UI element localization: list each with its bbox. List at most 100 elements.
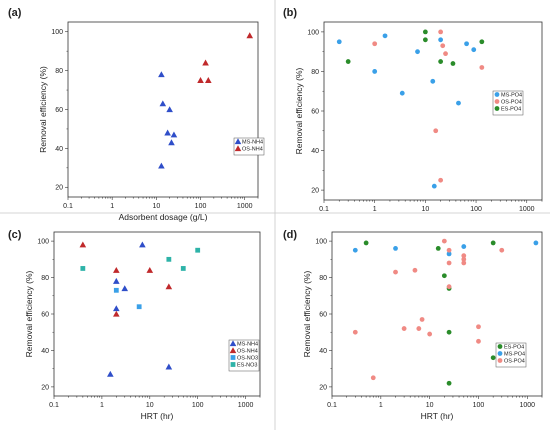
legend-label: MS-NH4 bbox=[242, 140, 263, 146]
legend-marker bbox=[230, 355, 236, 360]
x-tick-label: 100 bbox=[473, 402, 485, 409]
data-point bbox=[121, 285, 129, 292]
panel-letter: (b) bbox=[283, 7, 297, 19]
x-tick-label: 10 bbox=[152, 203, 160, 210]
data-point bbox=[139, 241, 146, 248]
data-point bbox=[107, 370, 114, 377]
data-point bbox=[166, 106, 173, 113]
data-point bbox=[415, 49, 420, 55]
data-point bbox=[370, 375, 376, 381]
legend-marker bbox=[494, 106, 500, 111]
data-point bbox=[461, 260, 467, 266]
y-tick-label: 20 bbox=[41, 384, 49, 391]
data-point bbox=[422, 29, 428, 35]
legend-marker bbox=[494, 92, 500, 97]
y-tick-label: 80 bbox=[311, 69, 319, 76]
legend-marker bbox=[234, 138, 242, 145]
data-point bbox=[113, 287, 119, 293]
plot-frame bbox=[331, 231, 543, 397]
series-MS-PO4 bbox=[336, 33, 477, 189]
x-tick-label: 100 bbox=[192, 402, 204, 409]
x-tick-label: 10 bbox=[426, 402, 434, 409]
legend-label: ES-PO4 bbox=[501, 107, 521, 113]
legend-marker bbox=[229, 347, 237, 354]
data-point bbox=[136, 304, 142, 310]
data-point bbox=[490, 240, 496, 246]
data-point bbox=[393, 269, 398, 275]
data-point bbox=[372, 41, 378, 47]
data-point bbox=[168, 139, 175, 146]
data-point bbox=[490, 355, 496, 361]
data-point bbox=[336, 39, 342, 45]
data-point bbox=[113, 305, 120, 312]
legend-label: OS-NO3 bbox=[237, 356, 258, 362]
data-point bbox=[433, 128, 439, 134]
data-point bbox=[461, 244, 467, 249]
data-point bbox=[80, 266, 86, 271]
data-point bbox=[450, 61, 456, 66]
data-point bbox=[441, 273, 447, 279]
data-point bbox=[352, 329, 358, 335]
plot-frame bbox=[53, 231, 261, 397]
data-point bbox=[499, 247, 505, 253]
legend-marker bbox=[234, 145, 242, 152]
data-point bbox=[170, 131, 178, 138]
legend-marker bbox=[497, 358, 503, 363]
series-MS-NH4 bbox=[107, 241, 173, 377]
y-tick-label: 60 bbox=[55, 107, 63, 114]
legend-marker bbox=[497, 351, 503, 356]
legend-label: OS-NH4 bbox=[237, 349, 258, 355]
data-point bbox=[446, 260, 452, 266]
data-point bbox=[159, 100, 167, 107]
data-point bbox=[464, 41, 469, 47]
x-tick-label: 0.1 bbox=[327, 402, 337, 409]
data-point bbox=[438, 59, 444, 64]
data-point bbox=[438, 177, 444, 183]
panel-c: (c) 0.1 1 10 100 1000 20 40 60 80 100 HRT (hr) Remov… bbox=[8, 229, 261, 421]
y-tick-label: 40 bbox=[55, 146, 63, 153]
data-point bbox=[146, 266, 154, 273]
panel-letter: (c) bbox=[8, 229, 22, 241]
legend-label: MS-PO4 bbox=[501, 93, 522, 99]
data-point bbox=[416, 326, 422, 331]
y-tick-label: 100 bbox=[315, 239, 327, 246]
data-point bbox=[180, 266, 186, 271]
panel-d: (d) 0.1 1 10 100 1000 20 40 60 80 100 HRT (hr) Remov… bbox=[283, 229, 543, 421]
legend-box bbox=[233, 137, 265, 156]
data-point bbox=[430, 78, 436, 84]
data-point bbox=[446, 329, 452, 335]
x-axis-title: HRT (hr) bbox=[141, 411, 174, 421]
legend-label: MS-NH4 bbox=[237, 342, 258, 348]
series-MS-PO4 bbox=[352, 240, 539, 257]
y-axis-title: Removal efficiency (%) bbox=[302, 270, 312, 357]
y-tick-label: 100 bbox=[37, 239, 49, 246]
data-point bbox=[479, 39, 485, 45]
data-point bbox=[476, 324, 481, 330]
panel-letter: (d) bbox=[283, 229, 297, 241]
x-tick-label: 1 bbox=[100, 402, 104, 409]
data-point bbox=[195, 247, 201, 253]
y-tick-label: 40 bbox=[41, 348, 49, 355]
y-tick-label: 40 bbox=[311, 148, 319, 155]
x-axis-title: HRT (hr) bbox=[421, 411, 454, 421]
x-tick-label: 100 bbox=[470, 206, 482, 213]
data-point bbox=[352, 247, 358, 253]
legend-marker bbox=[497, 344, 503, 349]
x-tick-label: 100 bbox=[195, 203, 207, 210]
x-tick-label: 1000 bbox=[520, 402, 536, 409]
series-OS-NH4 bbox=[79, 241, 173, 317]
data-point bbox=[363, 240, 369, 246]
panel-a: (a) 0.1 1 10 100 1000 20 40 60 80 100 Adsorbent dos… bbox=[8, 7, 265, 222]
series-ES-NO3 bbox=[80, 247, 201, 271]
y-tick-label: 40 bbox=[319, 348, 327, 355]
x-tick-label: 1 bbox=[110, 203, 114, 210]
series-MS-NH4 bbox=[158, 71, 178, 169]
y-tick-label: 20 bbox=[311, 188, 319, 195]
data-point bbox=[113, 266, 120, 273]
data-point bbox=[419, 317, 425, 322]
data-point bbox=[205, 77, 212, 83]
y-axis-title: Removal efficiency (%) bbox=[24, 270, 34, 357]
